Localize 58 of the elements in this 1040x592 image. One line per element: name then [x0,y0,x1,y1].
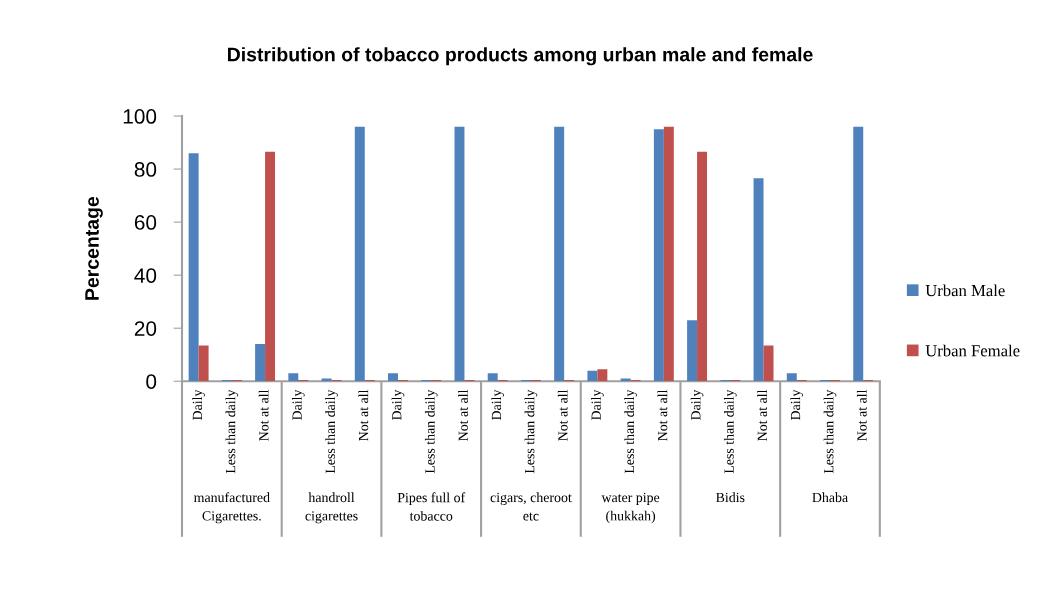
legend-label: Urban Female [925,344,1020,357]
x-tick-label: Daily [491,389,505,421]
bar [786,373,797,382]
x-tick-label: Less than daily [424,389,438,474]
x-tick-label: Less than daily [723,389,737,474]
bar [753,178,764,382]
x-tick-label: Less than daily [524,389,538,474]
bar [663,126,674,382]
x-tick-label: Not at all [458,389,468,441]
bar [288,373,299,382]
bar [198,345,209,382]
x-tick-label: Not at all [258,389,269,441]
bar [763,345,774,382]
y-tick-label: 80 [134,162,157,177]
y-tick-label: 40 [134,268,157,283]
legend-label: Urban Male [925,284,1005,297]
text: Pipes full of tobacco [397,492,466,521]
x-tick-label: Not at all [757,389,768,441]
text: handroll cigarettes [305,492,358,524]
y-tick-label: 20 [134,321,157,336]
x-tick-label: Less than daily [624,389,637,474]
x-tick-label: Not at all [358,389,369,441]
bar [653,129,664,382]
bar [188,153,199,382]
bar [487,373,498,382]
y-axis-title: Percentage [85,196,103,300]
x-tick-label: Less than daily [225,389,239,474]
bar [687,320,698,382]
chart-title: Distribution of tobacco products among urban male and female [228,47,813,66]
bar [697,151,708,382]
x-tick-label: Not at all [557,389,568,441]
bar [255,344,266,382]
bar [265,151,276,382]
x-tick-label: Less than daily [325,389,338,474]
text: manufactured Cigarettes. [193,492,270,524]
x-tick-label: Less than daily [823,389,837,474]
x-tick-label: Daily [291,389,305,421]
x-tick-label: Not at all [657,389,668,441]
bar [454,126,465,382]
bar [597,369,608,382]
text: Dhaba [812,492,848,503]
y-tick-label: 100 [123,109,157,124]
x-tick-label: Daily [591,389,604,421]
x-tick-label: Daily [690,389,704,421]
bar [388,373,398,382]
x-tick-label: Daily [790,389,804,421]
text: cigars, cheroot etc [490,492,572,521]
bar [354,126,365,382]
text: water pipe (hukkah) [601,492,660,524]
x-tick-label: Daily [391,389,405,421]
x-tick-label: Daily [192,389,205,421]
bar [853,126,864,382]
y-tick-label: 60 [134,215,157,230]
bar [587,370,598,382]
x-tick-label: Not at all [856,389,867,441]
bar [554,126,565,382]
y-tick-label: 0 [146,374,157,389]
text: Bidis [716,492,745,503]
